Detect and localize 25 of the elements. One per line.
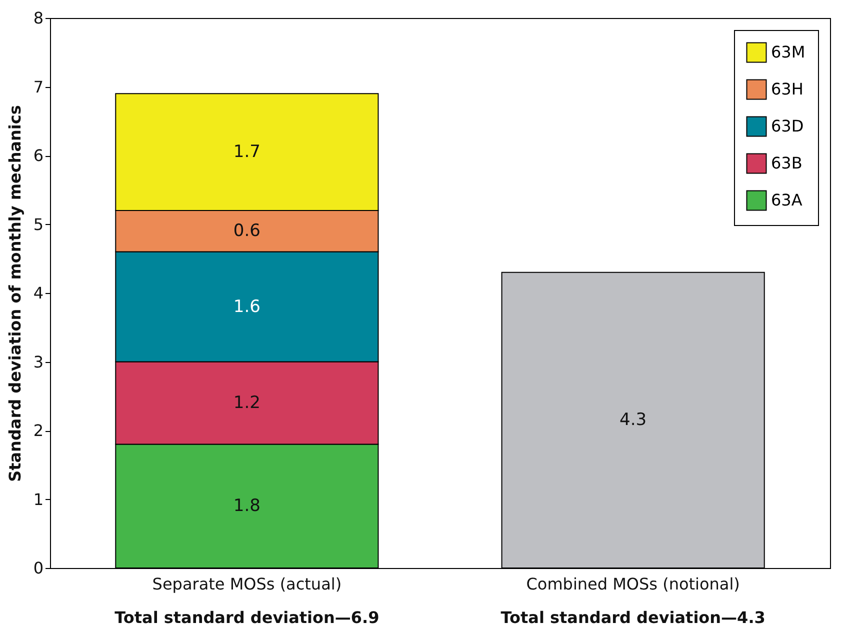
data-label: 1.2: [233, 393, 260, 413]
legend-label: 63D: [771, 116, 804, 136]
data-label: 1.6: [233, 296, 260, 317]
legend-label: 63B: [771, 154, 802, 172]
total-label: Total standard deviation—6.9: [114, 608, 380, 627]
total-label: Total standard deviation—4.3: [500, 608, 766, 627]
y-tick-label: 7: [33, 77, 44, 96]
legend-label: 63H: [771, 80, 804, 98]
data-label: 1.7: [233, 142, 260, 162]
data-label: 0.6: [233, 221, 260, 242]
y-tick-label: 2: [33, 421, 44, 440]
legend-label: 63A: [771, 190, 802, 210]
y-tick-label: 1: [33, 490, 44, 509]
y-axis-title: Standard deviation of monthly mechanics: [5, 105, 24, 482]
y-tick-label: 5: [33, 214, 44, 234]
data-label: 4.3: [620, 410, 647, 430]
y-tick-label: 6: [33, 146, 44, 165]
x-tick-label: Separate MOSs (actual): [152, 574, 342, 594]
y-tick-label: 0: [33, 558, 44, 578]
legend-label: 63M: [771, 42, 806, 62]
data-label: 1.8: [233, 496, 260, 516]
y-tick-label: 3: [33, 352, 44, 372]
y-tick-label: 4: [33, 284, 44, 302]
y-tick-label: 8: [33, 8, 44, 28]
x-tick-label: Combined MOSs (notional): [526, 574, 740, 594]
